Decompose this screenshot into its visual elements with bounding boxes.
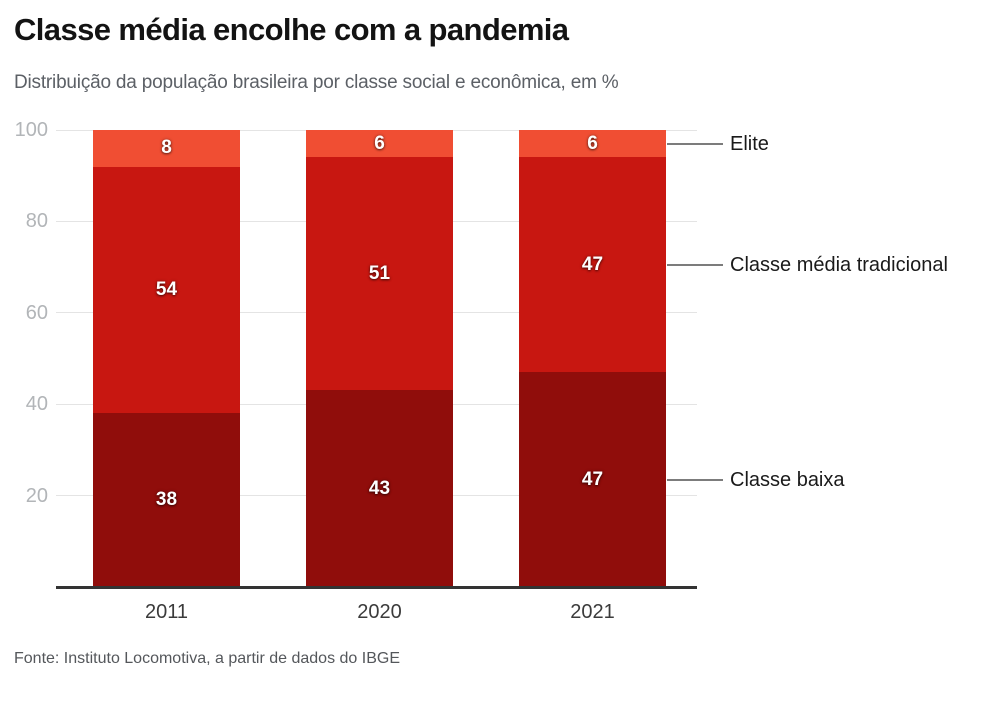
bar-segment-elite: 6 [306,130,453,158]
y-axis-tick-label: 100 [14,119,48,141]
bar-value-label: 6 [587,132,598,154]
bar-value-label: 6 [374,132,385,154]
bar-segment-classe-media-tradicional: 51 [306,157,453,391]
legend-connector-line [667,142,723,145]
y-axis-tick-label: 20 [25,484,48,507]
bar-segment-elite: 8 [93,130,240,167]
bar-segment-classe-baixa: 38 [93,413,240,587]
legend-connector-line [667,263,723,266]
bar-value-label: 54 [155,278,178,300]
y-axis-tick-label: 80 [25,210,48,233]
bar-segment-elite: 6 [519,130,666,158]
bar-value-label: 43 [368,477,391,499]
x-axis-tick-label: 2021 [570,601,615,623]
chart-subtitle: Distribuição da população brasileira por… [14,72,619,93]
bar-segment-classe-media-tradicional: 54 [93,166,240,414]
y-axis-tick-label: 40 [25,393,48,416]
bar-value-label: 51 [368,262,391,284]
legend-label-elite: Elite [730,132,769,155]
legend-label-classe-media-tradicional: Classe média tradicional [730,253,948,276]
x-axis-tick-label: 2011 [144,601,188,623]
source-note: Fonte: Instituto Locomotiva, a partir de… [14,650,400,667]
y-axis-tick-label: 60 [25,301,48,324]
bar-value-label: 8 [161,137,172,159]
page-title: Classe média encolhe com a pandemia [14,12,569,47]
bar-segment-classe-baixa: 43 [306,390,453,587]
bar-value-label: 47 [581,468,604,490]
x-axis-line [56,586,697,589]
bar-segment-classe-media-tradicional: 47 [519,157,666,373]
bar-segment-classe-baixa: 47 [519,372,666,587]
bar-value-label: 47 [581,253,604,275]
legend-connector-line [667,478,723,481]
bar-value-label: 38 [155,489,178,511]
legend-label-classe-baixa: Classe baixa [730,468,845,491]
x-axis-tick-label: 2020 [357,601,402,623]
